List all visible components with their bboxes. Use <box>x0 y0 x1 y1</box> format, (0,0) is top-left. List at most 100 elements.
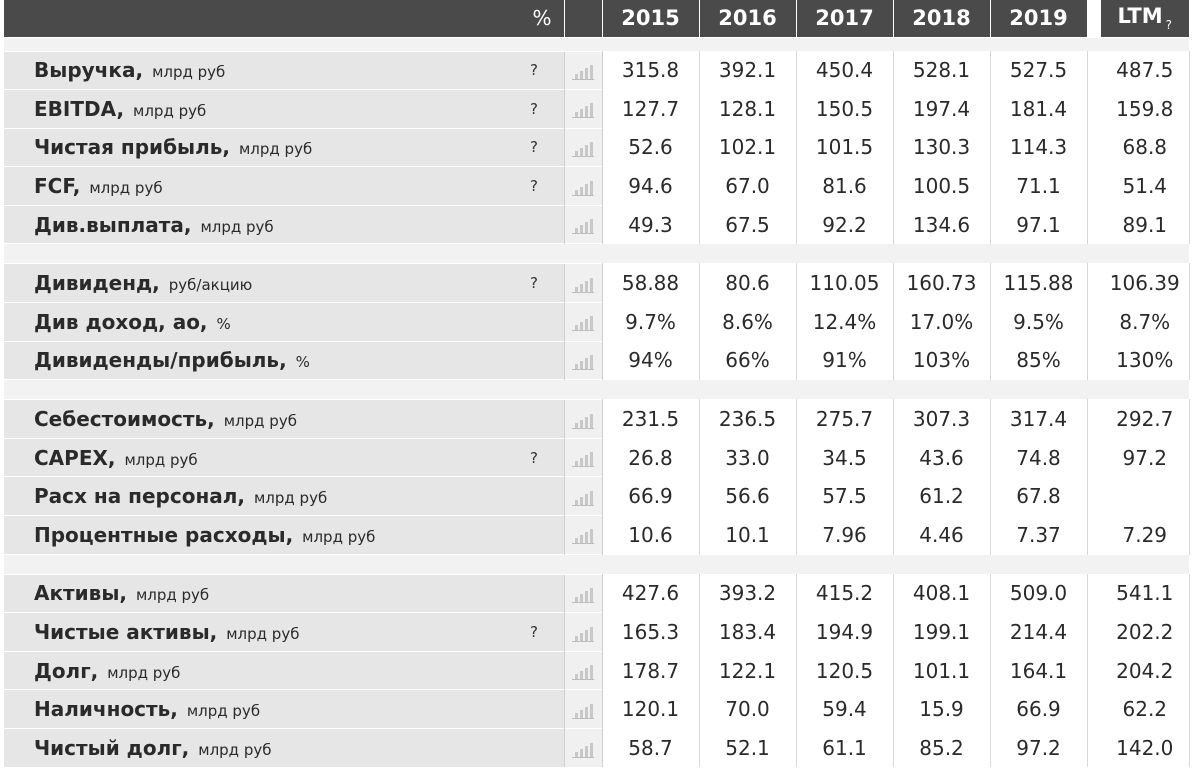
value-cell: 85.2 <box>893 728 991 768</box>
metric-name: FCF, <box>34 174 81 199</box>
value-cell: 427.6 <box>602 573 700 613</box>
chart-button[interactable] <box>563 399 603 439</box>
metric-label: Долг, млрд руб <box>4 650 556 690</box>
chart-button[interactable] <box>563 89 603 129</box>
value-cell: 9.5% <box>990 302 1088 342</box>
metric-label: Дивиденд, руб/акцию? <box>4 263 556 303</box>
section-spacer <box>4 36 1190 51</box>
chart-button[interactable] <box>563 573 603 613</box>
bar-chart-icon[interactable] <box>572 276 595 293</box>
chart-button[interactable] <box>563 302 603 342</box>
value-cell: 315.8 <box>602 50 700 90</box>
chart-button[interactable] <box>563 437 603 477</box>
bar-chart-icon[interactable] <box>572 663 595 681</box>
bar-chart-icon-bar <box>575 112 579 118</box>
metric-label: Наличность, млрд руб <box>4 689 556 729</box>
value-cell: 74.8 <box>990 437 1088 477</box>
bar-chart-icon[interactable] <box>572 314 595 332</box>
bar-chart-icon-bar <box>585 668 589 680</box>
bar-chart-icon[interactable] <box>572 217 595 235</box>
bar-chart-icon[interactable] <box>572 450 595 468</box>
ltm-value-cell: 68.8 <box>1101 127 1190 167</box>
bar-chart-icon-bar <box>575 228 579 234</box>
value-cell: 91% <box>796 340 894 380</box>
chart-button[interactable] <box>563 689 603 729</box>
chart-button[interactable] <box>563 728 603 768</box>
bar-chart-icon[interactable] <box>572 140 595 157</box>
value-cell: 43.6 <box>893 437 991 477</box>
metric-label: Расх на персонал, млрд руб <box>4 476 556 516</box>
column-gap <box>1087 50 1102 90</box>
metric-unit: млрд руб <box>124 450 198 469</box>
metric-unit: % <box>295 353 310 372</box>
bar-chart-icon-bar <box>575 73 579 79</box>
bar-chart-icon-bar <box>585 706 589 718</box>
year-header: 2019 <box>990 0 1088 37</box>
chart-button[interactable] <box>563 50 603 90</box>
metric-label: Себестоимость, млрд руб <box>4 399 556 439</box>
help-icon[interactable]: ? <box>530 138 538 157</box>
column-gap <box>1087 127 1102 167</box>
chart-button[interactable] <box>563 166 603 206</box>
value-cell: 120.5 <box>796 650 894 690</box>
help-icon[interactable]: ? <box>530 274 538 293</box>
bar-chart-icon-bar <box>590 703 594 718</box>
help-icon[interactable]: ? <box>530 623 538 642</box>
help-icon[interactable]: ? <box>530 177 538 196</box>
help-icon[interactable]: ? <box>530 448 538 467</box>
column-gap <box>1087 689 1102 729</box>
metric-unit: млрд руб <box>223 412 297 431</box>
ltm-value-cell: 51.4 <box>1101 166 1190 206</box>
help-icon[interactable]: ? <box>530 61 538 80</box>
chart-button[interactable] <box>563 340 603 380</box>
bar-chart-icon-bar <box>575 538 579 544</box>
ltm-value-cell: 204.2 <box>1101 650 1190 690</box>
chart-button[interactable] <box>563 515 603 555</box>
value-cell: 307.3 <box>893 399 991 439</box>
value-cell: 4.46 <box>893 515 991 555</box>
table-row: Расх на персонал, млрд руб 66.9 56.6 57.5 61… <box>4 476 1190 516</box>
bar-chart-icon-bar <box>590 316 594 331</box>
value-cell: 33.0 <box>699 437 797 477</box>
metric-name: Долг, <box>34 658 99 683</box>
value-cell: 59.4 <box>796 689 894 729</box>
value-cell: 34.5 <box>796 437 894 477</box>
value-cell: 15.9 <box>893 689 991 729</box>
bar-chart-icon[interactable] <box>572 412 595 429</box>
bar-chart-icon[interactable] <box>572 101 595 119</box>
chart-button[interactable] <box>563 127 603 167</box>
column-gap <box>1087 89 1102 129</box>
bar-chart-icon[interactable] <box>572 741 595 758</box>
bar-chart-icon[interactable] <box>572 353 595 370</box>
chart-button[interactable] <box>563 263 603 303</box>
bar-chart-icon[interactable] <box>572 63 595 80</box>
chart-button[interactable] <box>563 612 603 652</box>
column-gap <box>1087 340 1102 380</box>
bar-chart-icon-bar <box>590 219 594 234</box>
bar-chart-icon-bar <box>575 422 579 428</box>
chart-button[interactable] <box>563 204 603 244</box>
year-header: 2015 <box>602 0 700 37</box>
bar-chart-icon[interactable] <box>572 702 595 719</box>
value-cell: 61.1 <box>796 728 894 768</box>
bar-chart-icon[interactable] <box>572 489 595 506</box>
chart-button[interactable] <box>563 650 603 690</box>
value-cell: 110.05 <box>796 263 894 303</box>
bar-chart-icon[interactable] <box>572 527 595 545</box>
bar-chart-icon[interactable] <box>572 625 595 642</box>
bar-chart-icon[interactable] <box>572 179 595 196</box>
ltm-value-cell <box>1101 476 1190 516</box>
bar-chart-icon-bar <box>580 70 584 79</box>
bar-chart-icon[interactable] <box>572 586 595 603</box>
percent-toggle[interactable]: % <box>4 0 565 37</box>
value-cell: 49.3 <box>602 204 700 244</box>
bar-chart-icon-bar <box>590 452 594 467</box>
chart-button[interactable] <box>563 476 603 516</box>
ltm-value-cell: 97.2 <box>1101 437 1190 477</box>
metric-name: Процентные расходы, <box>34 522 294 547</box>
table-row: Чистый долг, млрд руб 58.7 52.1 61.1 85.2 97.… <box>4 728 1190 768</box>
ltm-help-icon[interactable]: ? <box>1165 18 1173 33</box>
table-row: Дивиденд, руб/акцию? 58.88 80.6 110.05 160.7… <box>4 263 1190 303</box>
value-cell: 97.2 <box>990 728 1088 768</box>
help-icon[interactable]: ? <box>530 99 538 118</box>
